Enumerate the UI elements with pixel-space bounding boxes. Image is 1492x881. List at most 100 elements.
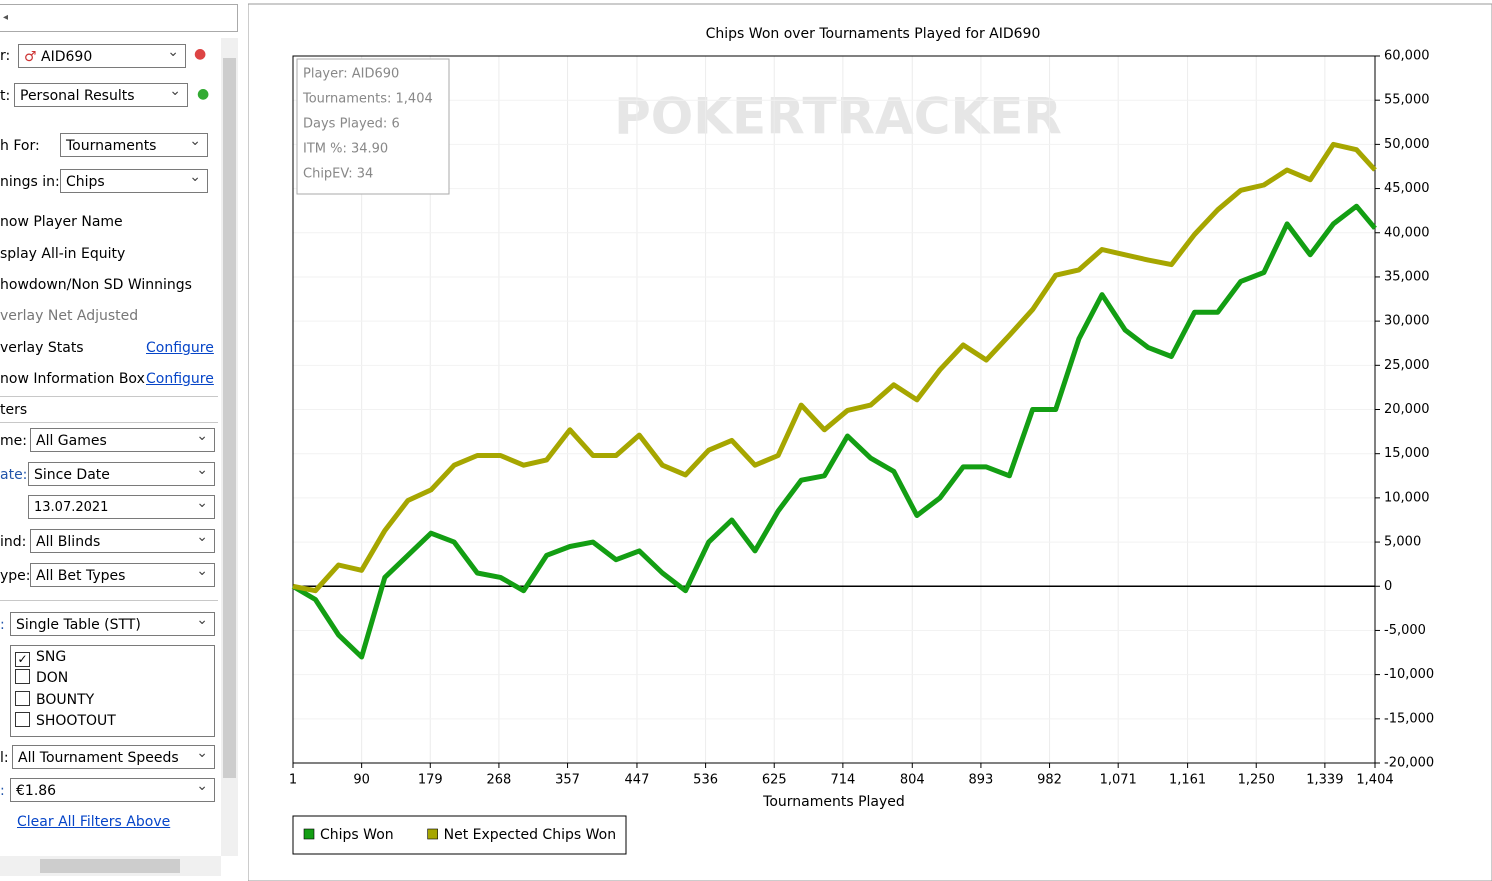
type-option[interactable]: SHOOTOUT <box>15 711 116 731</box>
label: h For: <box>0 138 40 154</box>
configure-link[interactable]: Configure <box>146 340 214 356</box>
y-tick-label: 25,000 <box>1384 358 1430 373</box>
x-tick-label: 1,250 <box>1238 773 1275 788</box>
y-tick-label: 50,000 <box>1384 137 1430 152</box>
report-select[interactable]: Personal Results <box>14 79 188 107</box>
watermark: POKERTRACKER <box>614 88 1062 146</box>
type-option[interactable]: DON <box>15 668 68 688</box>
chart-title: Chips Won over Tournaments Played for AI… <box>706 26 1041 42</box>
info-line: ITM %: 34.90 <box>303 142 388 157</box>
x-tick-label: 179 <box>418 773 443 788</box>
x-tick-label: 804 <box>900 773 925 788</box>
option[interactable]: splay All-in Equity <box>0 246 126 262</box>
label: ind: <box>0 534 27 550</box>
buyin-select[interactable]: €1.86 <box>10 774 215 802</box>
y-tick-label: 30,000 <box>1384 314 1430 329</box>
legend-swatch <box>427 828 438 840</box>
y-tick-label: 35,000 <box>1384 269 1430 284</box>
label: : <box>0 617 5 633</box>
player-select[interactable]: ♂ AID690 <box>18 40 186 68</box>
top-box: ◂ <box>0 4 238 32</box>
info-line: Tournaments: 1,404 <box>302 92 433 107</box>
y-tick-label: 15,000 <box>1384 446 1430 461</box>
y-tick-label: 55,000 <box>1384 93 1430 108</box>
info-line: ChipEV: 34 <box>303 167 373 182</box>
chart: Chips Won over Tournaments Played for AI… <box>248 3 1492 881</box>
label: nings in: <box>0 174 60 190</box>
filter-select[interactable]: All Bet Types <box>30 559 215 587</box>
graph-for-select[interactable]: Tournaments <box>60 129 208 157</box>
series-line <box>291 203 1377 660</box>
sidebar: ◂ r: ♂ AID690 ● t: Personal Results ● h … <box>0 0 241 881</box>
y-tick-label: 10,000 <box>1384 490 1430 505</box>
label: l: <box>0 750 9 766</box>
type-label: SNG <box>36 649 67 665</box>
type-label: DON <box>36 670 69 686</box>
option[interactable]: now Player Name <box>0 214 123 230</box>
clear-filters-link[interactable]: Clear All Filters Above <box>17 814 171 830</box>
y-tick-label: 60,000 <box>1384 49 1430 64</box>
label: : <box>0 783 5 799</box>
filter-select[interactable]: Single Table (STT) <box>10 608 215 636</box>
filter-select[interactable]: All Blinds <box>30 525 215 553</box>
separator <box>0 600 218 601</box>
scrollbar[interactable] <box>221 38 238 856</box>
y-tick-label: -10,000 <box>1384 667 1434 682</box>
player-icon[interactable]: ● <box>194 46 207 62</box>
label: ate: <box>0 467 28 483</box>
x-tick-label: 982 <box>1037 773 1062 788</box>
section-heading: ters <box>0 402 28 418</box>
type-label: BOUNTY <box>36 692 95 708</box>
date-input[interactable]: 13.07.2021 <box>28 491 215 519</box>
legend-swatch <box>303 828 315 840</box>
x-tick-label: 90 <box>353 773 370 788</box>
option[interactable]: now Information Box <box>0 371 145 387</box>
label: ype: <box>0 568 31 584</box>
configure-link[interactable]: Configure <box>146 371 214 387</box>
info-line: Player: AID690 <box>303 67 399 82</box>
y-tick-label: 40,000 <box>1384 225 1430 240</box>
x-tick-label: 268 <box>486 773 511 788</box>
option[interactable]: howdown/Non SD Winnings <box>0 277 192 293</box>
x-tick-label: 357 <box>555 773 580 788</box>
h-scrollbar[interactable] <box>0 856 221 876</box>
y-tick-label: -5,000 <box>1384 623 1426 638</box>
x-axis-label: Tournaments Played <box>762 794 905 810</box>
status-icon: ● <box>197 86 210 102</box>
speed-select[interactable]: All Tournament Speeds <box>12 741 215 769</box>
label: r: <box>0 48 11 64</box>
x-tick-label: 625 <box>762 773 787 788</box>
y-tick-label: -20,000 <box>1384 756 1434 771</box>
x-tick-label: 447 <box>625 773 650 788</box>
legend-label: Chips Won <box>320 827 394 843</box>
type-list <box>10 645 215 737</box>
x-tick-label: 1,339 <box>1306 773 1343 788</box>
filter-select[interactable]: All Games <box>30 424 215 452</box>
info-line: Days Played: 6 <box>303 117 400 132</box>
x-tick-label: 1,404 <box>1356 773 1393 788</box>
type-option[interactable]: ✓ SNG <box>15 647 66 667</box>
option[interactable]: verlay Stats <box>0 340 84 356</box>
info-box <box>296 58 450 195</box>
type-option[interactable]: BOUNTY <box>15 690 94 710</box>
separator <box>0 396 218 397</box>
y-tick-label: 0 <box>1384 579 1392 594</box>
winnings-select[interactable]: Chips <box>60 165 208 193</box>
chart-frame <box>248 3 1492 881</box>
x-tick-label: 1 <box>289 773 297 788</box>
legend-label: Net Expected Chips Won <box>444 827 616 843</box>
option[interactable]: verlay Net Adjusted <box>0 308 139 324</box>
plot-frame <box>292 55 1376 764</box>
x-tick-label: 536 <box>693 773 718 788</box>
x-tick-label: 714 <box>830 773 855 788</box>
type-label: SHOOTOUT <box>36 713 116 729</box>
y-tick-label: -15,000 <box>1384 711 1434 726</box>
legend-box <box>292 815 627 855</box>
filter-select[interactable]: Since Date <box>28 458 215 486</box>
x-tick-label: 893 <box>969 773 994 788</box>
label: me: <box>0 433 27 449</box>
series-line <box>292 141 1377 594</box>
separator <box>0 422 218 423</box>
y-tick-label: 45,000 <box>1384 181 1430 196</box>
